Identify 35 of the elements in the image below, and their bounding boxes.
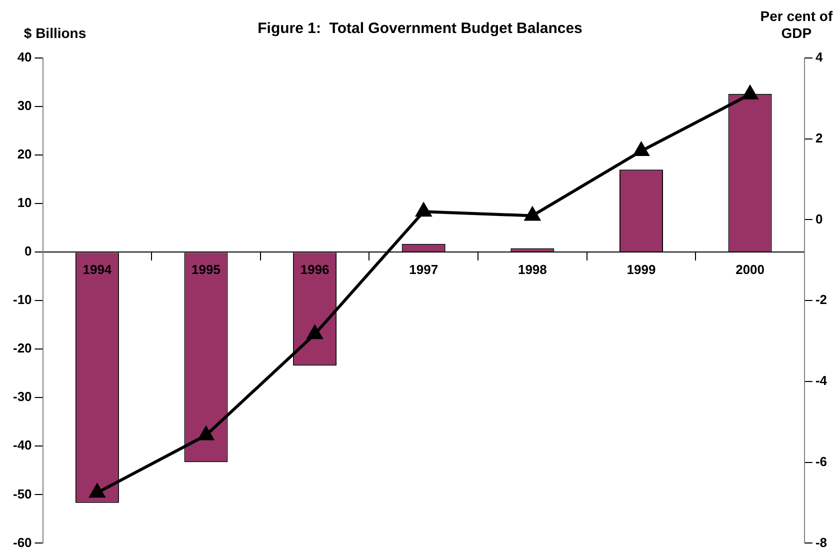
- point: [742, 86, 758, 100]
- x-tick-label: 1996: [300, 262, 330, 278]
- x-tick-label: 2000: [736, 262, 764, 278]
- x-tick-label: 1994: [82, 262, 112, 278]
- y2-axis-title: Per cent of GDP: [760, 8, 833, 41]
- y2-tick-label: -2: [815, 292, 828, 308]
- y2-tick-label: -4: [815, 373, 828, 388]
- point: [90, 484, 105, 498]
- y2-tick-label: 0: [815, 211, 823, 226]
- y-axis-title: $ Billions: [24, 25, 86, 41]
- y-tick-label: 30: [17, 98, 32, 114]
- y-tick-label: 0: [24, 244, 32, 259]
- x-tick-label: 1997: [409, 262, 438, 278]
- y-tick-label: -40: [12, 438, 32, 453]
- y-tick-label: -20: [12, 340, 32, 356]
- y-tick-label: 40: [17, 50, 32, 65]
- y-tick-label: -30: [12, 389, 32, 404]
- y-tick-label: 10: [17, 195, 32, 210]
- point: [634, 142, 649, 156]
- y-tick-label: 20: [17, 146, 32, 162]
- point: [307, 326, 322, 340]
- y-tick-label: -50: [12, 486, 32, 502]
- point: [524, 207, 540, 221]
- y2-tick-label: 4: [815, 50, 824, 65]
- x-tick-label: 1995: [192, 262, 220, 278]
- y2-tick-label: 2: [815, 130, 823, 146]
- point: [198, 426, 214, 440]
- y2-tick-label: -8: [815, 534, 828, 550]
- chart-title: Figure 1: Total Government Budget Balances: [258, 20, 582, 38]
- x-tick-label: 1999: [626, 262, 656, 278]
- point: [416, 203, 432, 217]
- y-tick-label: -10: [12, 292, 32, 308]
- x-tick-label: 1998: [518, 262, 547, 278]
- y-tick-label: -60: [12, 534, 32, 550]
- y2-tick-label: -6: [815, 454, 828, 469]
